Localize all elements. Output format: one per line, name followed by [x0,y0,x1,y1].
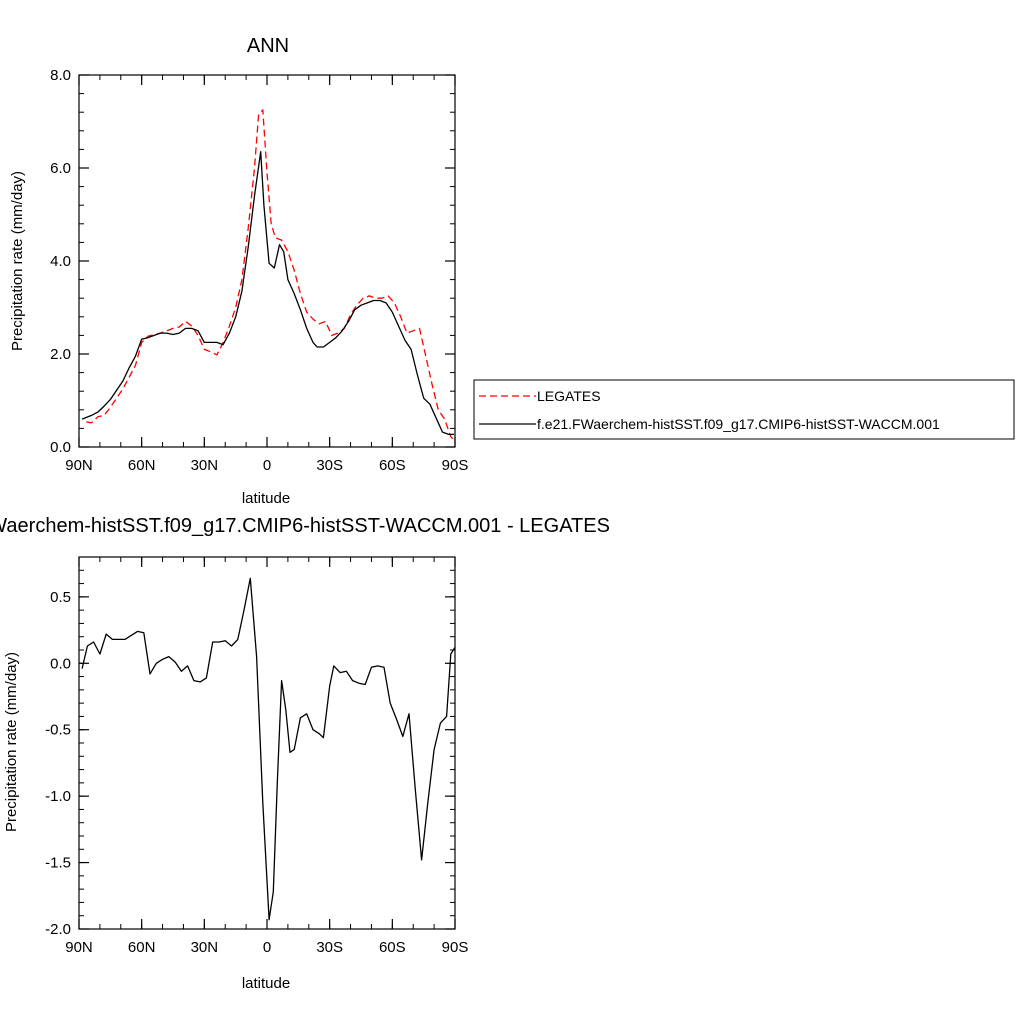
y-tick-labels: -2.0 -1.5 -1.0 -0.5 0.0 0.5 [45,589,71,938]
x-tick-label: 90N [65,939,93,956]
y-tick-label: -1.0 [45,788,71,805]
x-tick-label: 90S [442,939,469,956]
x-tick-label: 30S [316,939,343,956]
model-series-line [81,151,454,436]
x-tick-label: 60N [128,939,156,956]
y-tick-label: 2.0 [50,346,71,363]
y-tick-label: 0.5 [50,589,71,606]
axis-ticks [78,556,456,930]
y-tick-label: -2.0 [45,921,71,938]
x-tick-labels: 90N 60N 30N 0 30S 60S 90S [65,939,468,956]
y-axis-label: Precipitation rate (mm/day) [3,652,20,832]
legend-label-legates: LEGATES [537,388,601,404]
chart-title: ANN [247,35,289,57]
legend: LEGATES f.e21.FWaerchem-histSST.f09_g17.… [473,379,1015,440]
x-tick-label: 60N [128,457,156,474]
y-tick-label: 0.0 [50,439,71,456]
y-tick-label: -0.5 [45,722,71,739]
chart-title: f.e21.FWaerchem-histSST.f09_g17.CMIP6-hi… [0,515,610,537]
series-group [81,577,456,921]
x-tick-label: 30N [191,457,219,474]
y-tick-label: 0.0 [50,655,71,672]
legend-box [473,379,1015,440]
x-tick-label: 60S [379,939,406,956]
series-group [81,109,455,441]
x-tick-label: 30S [316,457,343,474]
y-axis-label: Precipitation rate (mm/day) [9,171,26,351]
difference-panel: f.e21.FWaerchem-histSST.f09_g17.CMIP6-hi… [0,515,610,992]
x-axis-label: latitude [242,975,290,992]
y-tick-label: 4.0 [50,253,71,270]
axis-ticks [78,74,456,448]
y-tick-labels: 0.0 2.0 4.0 6.0 8.0 [50,67,71,456]
x-tick-label: 0 [263,939,271,956]
x-axis-label: latitude [242,490,290,507]
x-tick-label: 30N [191,939,219,956]
legend-label-model: f.e21.FWaerchem-histSST.f09_g17.CMIP6-hi… [537,416,940,432]
x-tick-label: 0 [263,457,271,474]
plot-frame [78,74,456,448]
y-tick-label: 8.0 [50,67,71,84]
x-tick-label: 90S [442,457,469,474]
legates-series-line [86,109,455,441]
y-tick-label: 6.0 [50,160,71,177]
y-tick-label: -1.5 [45,855,71,872]
x-tick-labels: 90N 60N 30N 0 30S 60S 90S [65,457,468,474]
model-series-line [81,577,456,921]
annual-precip-panel: ANN 0.02.04.06.08.0 90N 60N 30N 0 30S 60S 90S … [9,35,468,507]
x-tick-label: 60S [379,457,406,474]
x-tick-label: 90N [65,457,93,474]
